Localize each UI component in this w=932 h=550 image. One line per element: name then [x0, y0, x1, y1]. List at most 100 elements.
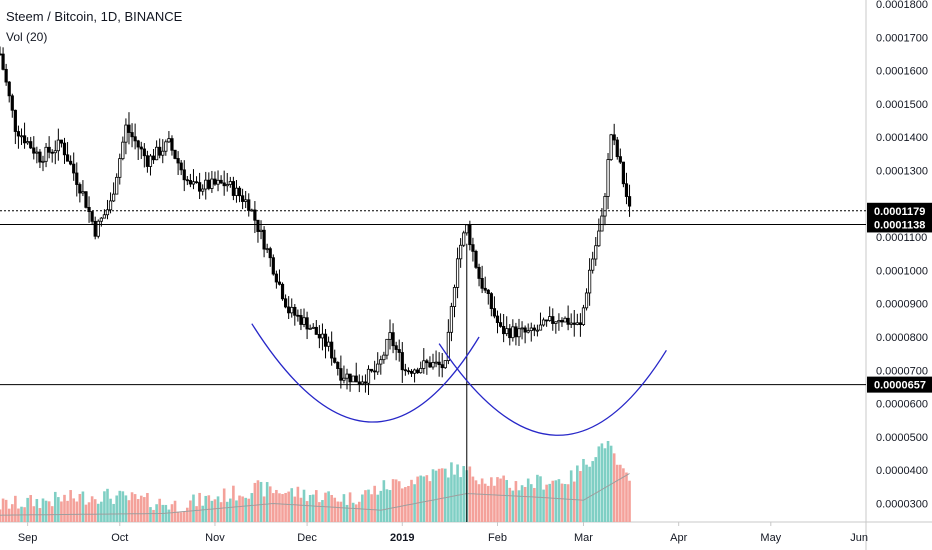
volume-bar [499, 478, 502, 522]
candle-body [498, 322, 503, 327]
volume-bar [437, 468, 441, 522]
candle-body [557, 320, 561, 323]
candle-body [271, 257, 275, 275]
volume-bar [63, 494, 66, 522]
y-tick-label: 0.0000600 [876, 399, 928, 411]
volume-bar [474, 480, 478, 522]
candle-body [624, 183, 629, 197]
volume-bar [112, 503, 115, 522]
volume-bar [419, 475, 423, 522]
volume-bar [554, 480, 558, 522]
volume-bar [477, 484, 481, 522]
volume-bar [256, 480, 260, 522]
volume-bar [361, 494, 364, 522]
candle-body [373, 370, 377, 373]
candle-body [532, 327, 536, 331]
volume-bar [585, 464, 588, 522]
candle-body [155, 146, 159, 161]
candle-body [151, 155, 156, 161]
volume-bar [278, 493, 281, 522]
volume-bar [250, 493, 254, 522]
volume-bar [422, 476, 426, 522]
candle-body [256, 219, 260, 232]
volume-bar [93, 499, 97, 522]
volume-bar [308, 494, 312, 522]
chart-title: Steem / Bitcoin, 1D, BINANCE [6, 9, 183, 24]
volume-bar [619, 464, 622, 522]
volume-bar [379, 490, 383, 522]
candle-body [339, 368, 343, 381]
volume-bar [345, 504, 349, 522]
candle-body [216, 179, 220, 185]
y-tick-label: 0.0001800 [876, 0, 928, 11]
candle-body [259, 229, 263, 232]
volume-bar [557, 479, 561, 522]
candle-body [127, 124, 131, 133]
candle-body [615, 139, 619, 158]
volume-bar [207, 495, 211, 522]
volume-bar [354, 504, 358, 522]
volume-bar [136, 499, 140, 522]
candle-body [548, 316, 552, 321]
volume-bar [526, 478, 530, 522]
candle-body [545, 319, 549, 322]
candle-body [403, 369, 407, 372]
y-tick-label: 0.0000500 [876, 432, 928, 444]
candle-body [121, 141, 125, 160]
x-tick-label: 2019 [390, 532, 414, 544]
candle-body [38, 151, 42, 163]
volume-bar [195, 506, 198, 522]
candle-body [237, 187, 242, 197]
volume-bar [281, 494, 284, 522]
volume-bar [523, 486, 527, 522]
volume-bar [394, 479, 398, 522]
volume-bar [0, 509, 2, 522]
candle-body [363, 381, 368, 384]
volume-bar [533, 487, 536, 522]
volume-bar [370, 494, 373, 522]
volume-bar [348, 492, 352, 522]
volume-bar [72, 498, 76, 522]
volume-bar [238, 495, 241, 522]
candle-body [115, 176, 119, 195]
candle-body [336, 361, 340, 369]
candle-body [520, 327, 524, 330]
candle-body [308, 327, 312, 330]
volume-bar [311, 494, 315, 522]
volume-bar [545, 484, 548, 522]
volume-bar [600, 443, 604, 522]
x-tick-label: Dec [297, 532, 317, 544]
volume-bar [57, 497, 60, 522]
candle-body [320, 333, 325, 339]
volume-bar [299, 497, 303, 522]
candle-body [492, 308, 497, 317]
candle-body [29, 141, 33, 149]
candle-body [22, 135, 27, 144]
candle-body [428, 362, 432, 368]
volume-bar [173, 500, 177, 522]
volume-bar [373, 485, 376, 522]
candle-body [167, 138, 171, 143]
candle-body [302, 317, 306, 325]
volume-bar [87, 502, 91, 522]
y-tick-label: 0.0000800 [876, 332, 928, 344]
candle-body [379, 359, 383, 365]
y-tick-label: 0.0000300 [876, 499, 928, 511]
x-tick-label: Feb [488, 532, 507, 544]
candle-body [234, 187, 239, 196]
volume-bar [529, 484, 533, 522]
volume-bar [75, 501, 79, 522]
candle-body [443, 360, 447, 369]
volume-bar [146, 493, 149, 522]
volume-bar [397, 481, 401, 522]
y-tick-label: 0.0001500 [876, 99, 928, 111]
candle-body [437, 361, 441, 366]
candle-body [554, 321, 558, 324]
volume-bar [407, 485, 410, 522]
volume-bar [367, 489, 370, 522]
candle-body [59, 139, 64, 144]
volume-bar [167, 509, 171, 522]
candle-body [455, 258, 460, 288]
